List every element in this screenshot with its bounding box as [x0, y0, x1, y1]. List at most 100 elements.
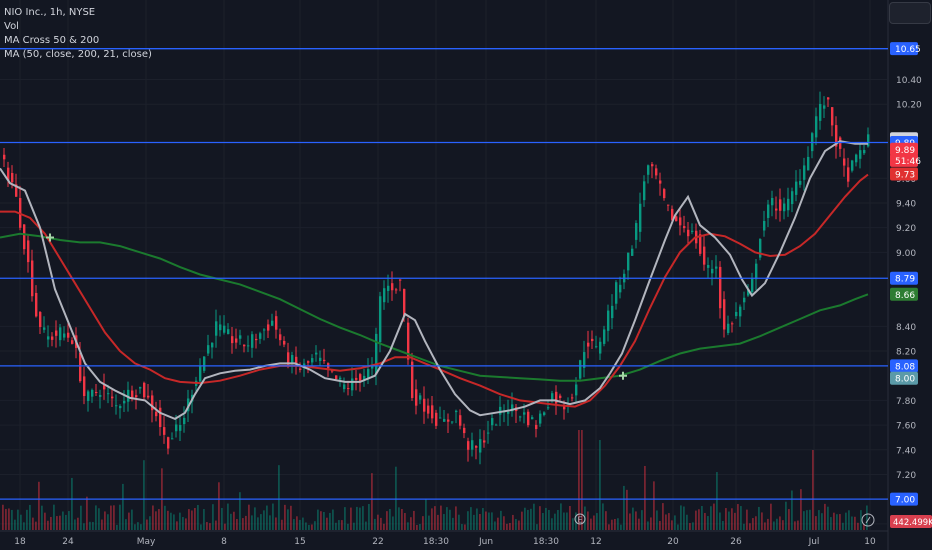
- volume-bar: [365, 521, 367, 530]
- volume-bar: [605, 511, 607, 530]
- candle-body: [99, 395, 102, 397]
- candle-body: [83, 376, 86, 397]
- volume-bar: [746, 509, 748, 530]
- candle-body: [555, 391, 558, 404]
- volume-bar: [311, 524, 313, 530]
- price-tag-bg: [890, 371, 918, 385]
- candle-body: [91, 389, 94, 397]
- candle-body: [179, 424, 182, 431]
- candle-body: [635, 223, 638, 240]
- volume-bar: [320, 511, 322, 530]
- x-tick-label: 18:30: [423, 537, 449, 547]
- volume-bar: [338, 520, 340, 530]
- volume-bar: [497, 517, 499, 530]
- candle-body: [315, 352, 318, 355]
- volume-bar: [317, 509, 319, 530]
- volume-bar: [437, 514, 439, 530]
- volume-bar: [395, 466, 397, 530]
- candle-body: [203, 356, 206, 371]
- candle-body: [719, 266, 722, 309]
- volume-bar: [23, 522, 25, 530]
- ma-cross-marker: [619, 371, 627, 380]
- volume-bar: [53, 504, 55, 530]
- volume-indicator-label[interactable]: Vol: [4, 21, 19, 32]
- volume-bar: [314, 521, 316, 530]
- volume-bar: [749, 523, 751, 530]
- volume-bar: [5, 508, 7, 530]
- volume-bar: [248, 504, 250, 530]
- candle-body: [583, 352, 586, 368]
- volume-bar: [590, 518, 592, 530]
- candle-body: [507, 411, 510, 414]
- volume-bar: [146, 519, 148, 530]
- candle-body: [519, 416, 522, 418]
- top-right-box[interactable]: [889, 2, 931, 24]
- volume-bar: [407, 522, 409, 530]
- volume-bar: [803, 511, 805, 530]
- volume-bar: [41, 505, 43, 530]
- volume-bar: [44, 512, 46, 530]
- volume-bar: [332, 509, 334, 530]
- candle-body: [279, 334, 282, 341]
- candle-body: [727, 323, 730, 333]
- candle-body: [667, 204, 670, 206]
- volume-bar: [350, 507, 352, 530]
- candle-body: [415, 389, 418, 406]
- volume-bar: [140, 524, 142, 530]
- volume-bar: [533, 503, 535, 530]
- candle-body: [539, 413, 542, 424]
- volume-bar: [281, 519, 283, 530]
- candle-body: [155, 411, 158, 417]
- volume-bar: [710, 506, 712, 530]
- volume-bar: [788, 509, 790, 530]
- candle-body: [499, 406, 502, 415]
- volume-bar: [737, 504, 739, 530]
- volume-bar: [557, 510, 559, 530]
- volume-bar: [731, 508, 733, 530]
- volume-bar: [704, 512, 706, 530]
- ma-cross-indicator-label[interactable]: MA Cross 50 & 200: [4, 35, 100, 46]
- candle-body: [551, 393, 554, 402]
- candle-body: [427, 405, 430, 414]
- candle-body: [827, 97, 830, 100]
- candle-body: [379, 296, 382, 343]
- price-tag-bg: [890, 42, 918, 56]
- candle-body: [867, 134, 870, 147]
- candle-body: [743, 297, 746, 303]
- volume-bar: [137, 522, 139, 530]
- volume-bar: [611, 519, 613, 530]
- volume-bar: [530, 508, 532, 530]
- candle-body: [835, 125, 838, 147]
- symbol-title[interactable]: NIO Inc., 1h, NYSE: [4, 7, 96, 18]
- volume-bar: [797, 520, 799, 530]
- volume-bar: [680, 505, 682, 530]
- volume-bar: [155, 511, 157, 530]
- volume-bar: [854, 516, 856, 530]
- volume-bar: [86, 496, 88, 530]
- volume-bar: [491, 512, 493, 530]
- candle-body: [211, 342, 214, 348]
- volume-bar: [767, 518, 769, 530]
- volume-bar: [371, 473, 373, 530]
- volume-bar: [386, 511, 388, 530]
- candle-body: [291, 355, 294, 363]
- price-tag-label: 7.00: [895, 496, 915, 506]
- volume-bar: [14, 519, 16, 530]
- price-tag-bg: [890, 271, 918, 285]
- volume-bar: [185, 518, 187, 530]
- volume-bar: [569, 506, 571, 530]
- volume-bar: [779, 516, 781, 530]
- candle-body: [823, 105, 826, 109]
- volume-bar: [674, 515, 676, 530]
- candle-body: [595, 346, 598, 348]
- candle-body: [779, 199, 782, 211]
- ma50-line: [0, 173, 869, 408]
- volume-bar: [362, 506, 364, 530]
- ma-indicator-label[interactable]: MA (50, close, 200, 21, close): [4, 49, 152, 60]
- volume-bar: [62, 511, 64, 530]
- volume-bar: [656, 510, 658, 530]
- volume-bar: [770, 503, 772, 530]
- candle-body: [39, 312, 42, 327]
- y-tick-label: 7.60: [896, 422, 916, 432]
